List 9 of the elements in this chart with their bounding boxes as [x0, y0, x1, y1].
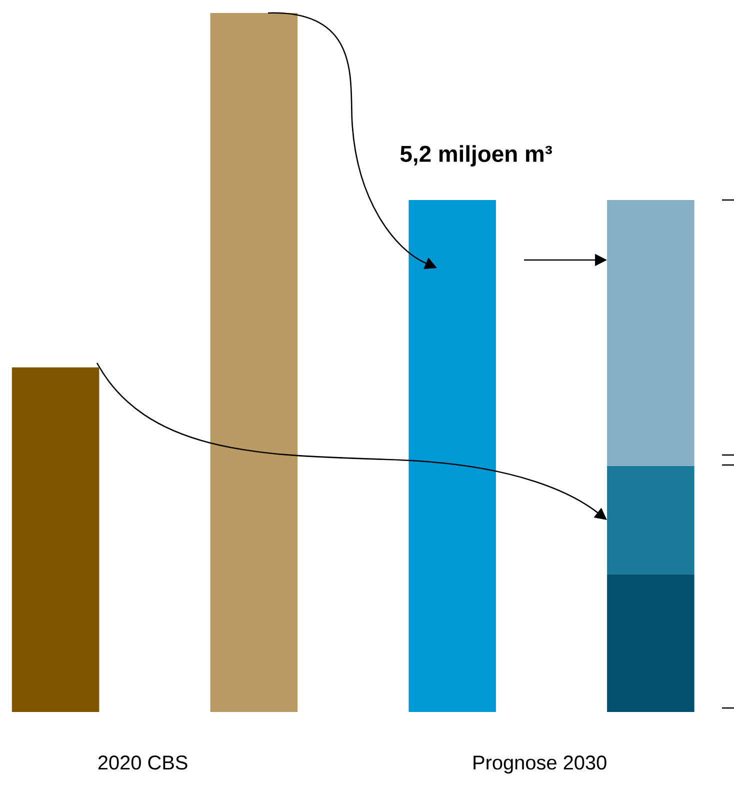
- bar: [607, 574, 694, 712]
- text: Prognose 2030: [474, 756, 606, 774]
- bar: [607, 466, 694, 574]
- bar: [408, 200, 496, 712]
- data-label: 5,2 miljoen m³: [400, 145, 552, 167]
- bar: [210, 12, 298, 712]
- bar: [12, 367, 100, 712]
- bar: [607, 200, 694, 466]
- text: 2020 CBS: [98, 756, 188, 770]
